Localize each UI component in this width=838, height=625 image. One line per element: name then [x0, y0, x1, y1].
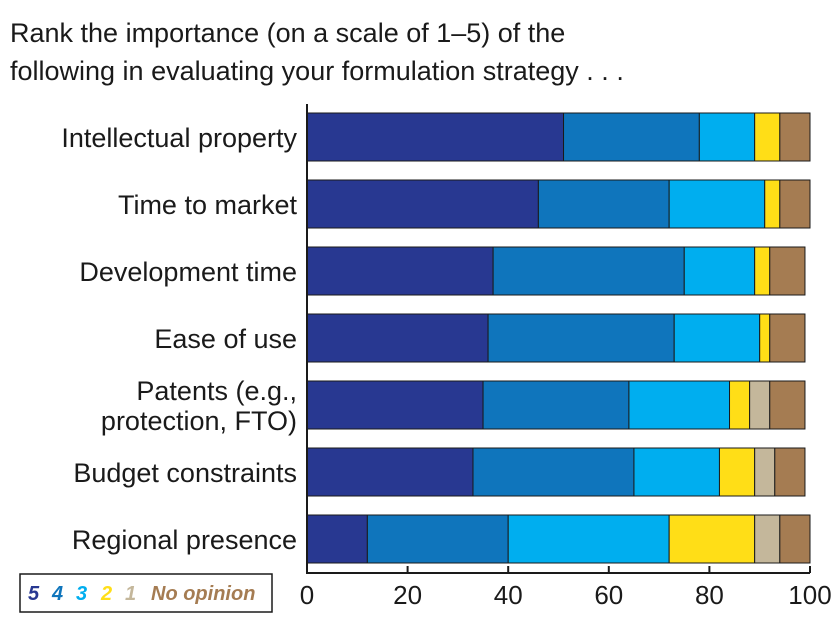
x-tick-label: 100 — [788, 580, 831, 610]
bar-segment — [749, 380, 771, 430]
x-tick-label: 0 — [300, 580, 314, 610]
bar-segment — [472, 447, 635, 497]
category-label: Regional presence — [72, 525, 297, 555]
x-axis: 0 20 40 60 80 100 — [300, 104, 832, 610]
x-tick-label: 60 — [594, 580, 623, 610]
x-tick-label: 20 — [393, 580, 422, 610]
bar-segment — [769, 313, 806, 363]
category-label: Patents (e.g., — [136, 376, 297, 406]
bar-segment — [306, 447, 474, 497]
bar-segment — [306, 380, 484, 430]
bar-segment — [779, 514, 811, 564]
bars — [306, 112, 811, 564]
bar-segment — [628, 380, 731, 430]
bar-segment — [306, 246, 494, 296]
bar-segment — [673, 313, 761, 363]
bar-segment — [492, 246, 685, 296]
bar-segment — [769, 246, 806, 296]
x-tick-label: 80 — [695, 580, 724, 610]
x-tick-label: 40 — [494, 580, 523, 610]
bar-segment — [754, 112, 781, 162]
bar-segment — [718, 447, 756, 497]
bar-segment — [633, 447, 720, 497]
bar-segment — [764, 179, 781, 229]
bar-segment — [729, 380, 751, 430]
legend-item: 5 — [28, 583, 40, 605]
bar-segment — [487, 313, 675, 363]
chart-title-line: Rank the importance (on a scale of 1–5) … — [10, 18, 565, 48]
legend-item: 4 — [51, 583, 63, 605]
bar-segment — [306, 514, 368, 564]
category-label: Budget constraints — [73, 458, 297, 488]
category-label: Time to market — [118, 190, 298, 220]
bar-segment — [306, 313, 489, 363]
bar-segment — [698, 112, 756, 162]
legend-item: No opinion — [151, 583, 255, 605]
bar-segment — [563, 112, 700, 162]
bar-segment — [754, 246, 771, 296]
bar-segment — [668, 514, 756, 564]
category-labels: Intellectual property Time to market Devel… — [61, 123, 297, 555]
category-label: protection, FTO) — [101, 406, 297, 436]
legend-item: 1 — [125, 583, 136, 605]
chart-title-line: following in evaluating your formulation… — [10, 56, 624, 86]
legend-box — [19, 573, 273, 613]
bar-segment — [507, 514, 670, 564]
bar-segment — [759, 313, 771, 363]
chart-title: Rank the importance (on a scale of 1–5) … — [10, 18, 624, 86]
bar-segment — [366, 514, 509, 564]
bar-segment — [306, 112, 565, 162]
legend-item: 3 — [76, 583, 87, 605]
bar-segment — [537, 179, 670, 229]
bar-segment — [668, 179, 766, 229]
bar-segment — [482, 380, 630, 430]
bar-segment — [754, 514, 781, 564]
bar-segment — [774, 447, 806, 497]
bar-segment — [683, 246, 756, 296]
bar-segment — [779, 179, 811, 229]
bar-segment — [306, 179, 539, 229]
category-label: Intellectual property — [61, 123, 297, 153]
bar-segment — [769, 380, 806, 430]
legend: 5 4 3 2 1 No opinion — [19, 573, 273, 613]
bar-segment — [754, 447, 776, 497]
category-label: Development time — [79, 257, 297, 287]
bar-segment — [779, 112, 811, 162]
legend-item: 2 — [100, 583, 112, 605]
category-label: Ease of use — [154, 324, 297, 354]
